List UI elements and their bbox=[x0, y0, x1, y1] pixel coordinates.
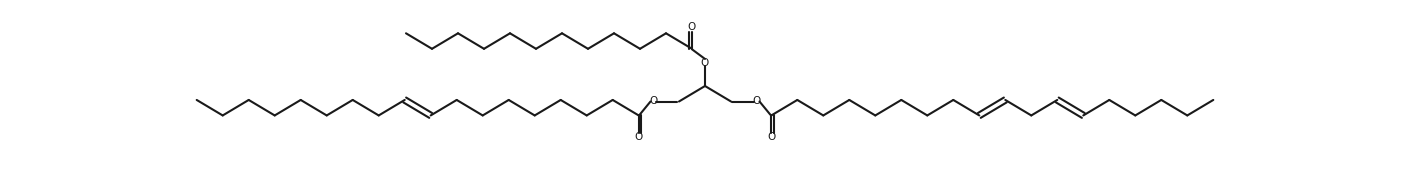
Text: O: O bbox=[701, 58, 709, 68]
Text: O: O bbox=[634, 132, 643, 142]
Text: O: O bbox=[649, 96, 657, 106]
Text: O: O bbox=[753, 96, 761, 106]
Text: O: O bbox=[767, 132, 776, 142]
Text: O: O bbox=[688, 22, 697, 32]
